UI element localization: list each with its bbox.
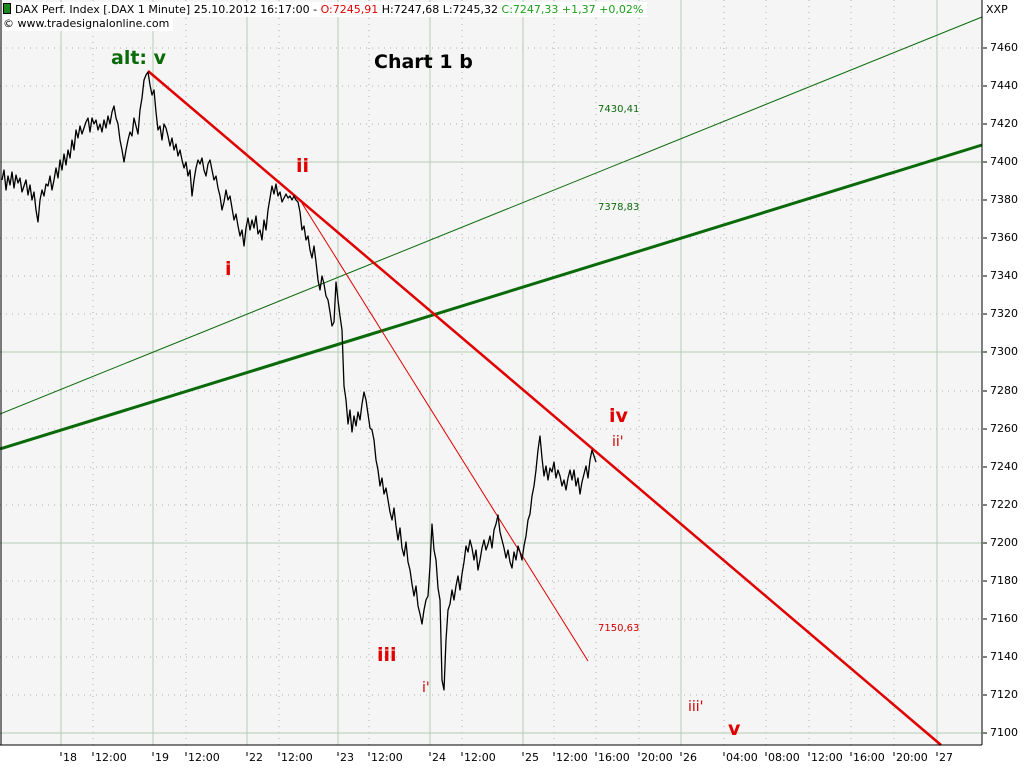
y-tick-label: 7140 [990, 650, 1018, 663]
x-tick-label: 16:00 [853, 751, 885, 764]
chart-header: DAX Perf. Index [.DAX 1 Minute] 25.10.20… [3, 2, 648, 17]
y-tick-label: 7160 [990, 612, 1018, 625]
x-tick-label: 16:00 [598, 751, 630, 764]
x-tick-label: 12:00 [464, 751, 496, 764]
y-tick-label: 7320 [990, 307, 1018, 320]
header-datetime: 25.10.2012 16:17:00 - [193, 3, 318, 16]
x-tick-label: 12:00 [281, 751, 313, 764]
x-tick-label: 19 [155, 751, 169, 764]
wave-label-i: i [225, 258, 232, 280]
wave-label-ii: ii [296, 155, 310, 177]
x-tick-label: 20:00 [896, 751, 928, 764]
x-tick-label: 04:00 [726, 751, 758, 764]
y-tick-label: 7120 [990, 688, 1018, 701]
plot-area [0, 0, 982, 745]
green-trendline-thin [0, 16, 983, 415]
y-tick-label: 7420 [990, 117, 1018, 130]
low-value: L:7245,32 [442, 3, 499, 16]
red-trendline-thin [299, 199, 589, 662]
y-axis-ticks [983, 47, 987, 734]
level-label-red: 7150,63 [598, 623, 640, 634]
close-change-value: C:7247,33 +1,37 +0,02% [501, 3, 644, 16]
y-tick-label: 7440 [990, 79, 1018, 92]
level-label-upper-green: 7430,41 [598, 104, 640, 115]
x-tick-label: 22 [249, 751, 263, 764]
wave-label-i-prime: i' [422, 680, 430, 696]
copyright-notice: © www.tradesignalonline.com [3, 17, 174, 31]
wave-label-iii: iii [377, 644, 397, 666]
grid-dotted-vertical [92, 0, 895, 745]
wave-label-v: v [728, 718, 741, 740]
y-tick-label: 7300 [990, 345, 1018, 358]
x-tick-label: 25 [525, 751, 539, 764]
y-tick-label: 7380 [990, 193, 1018, 206]
x-tick-label: 18 [63, 751, 77, 764]
price-series [1, 71, 597, 691]
y-tick-label: 7460 [990, 41, 1018, 54]
wave-label-ii-prime: ii' [612, 434, 624, 450]
x-tick-label: 20:00 [641, 751, 673, 764]
y-tick-label: 7400 [990, 155, 1018, 168]
green-trendline-thick [0, 143, 983, 451]
y-tick-label: 7360 [990, 231, 1018, 244]
chart-title: Chart 1 b [374, 51, 473, 73]
x-tick-label: 27 [939, 751, 953, 764]
high-value: H:7247,68 [381, 3, 440, 16]
y-tick-label: 7180 [990, 574, 1018, 587]
x-tick-label: 12:00 [811, 751, 843, 764]
y-tick-label: 7340 [990, 269, 1018, 282]
wave-label-iv: iv [609, 405, 628, 427]
axis-unit-label: XXP [986, 3, 1008, 16]
y-tick-label: 7220 [990, 498, 1018, 511]
instrument-name: DAX Perf. Index [.DAX 1 Minute] [15, 3, 191, 16]
wave-label-alt-v: alt: v [111, 47, 167, 69]
open-value: O:7245,91 [320, 3, 379, 16]
y-tick-label: 7100 [990, 726, 1018, 739]
candle-icon [3, 3, 11, 14]
x-tick-label: 12:00 [188, 751, 220, 764]
x-tick-label: 23 [340, 751, 354, 764]
x-tick-label: 12:00 [556, 751, 588, 764]
level-label-lower-green: 7378,83 [598, 202, 640, 213]
x-tick-label: 24 [432, 751, 446, 764]
y-tick-label: 7280 [990, 384, 1018, 397]
y-tick-label: 7260 [990, 422, 1018, 435]
x-tick-label: 12:00 [95, 751, 127, 764]
y-tick-label: 7240 [990, 460, 1018, 473]
x-tick-label: 08:00 [768, 751, 800, 764]
x-axis-ticks [60, 752, 938, 756]
y-tick-label: 7200 [990, 536, 1018, 549]
wave-label-iii-prime: iii' [688, 699, 704, 715]
x-tick-label: 12:00 [371, 751, 403, 764]
x-tick-label: 26 [683, 751, 697, 764]
red-trendline-thick [147, 70, 942, 746]
